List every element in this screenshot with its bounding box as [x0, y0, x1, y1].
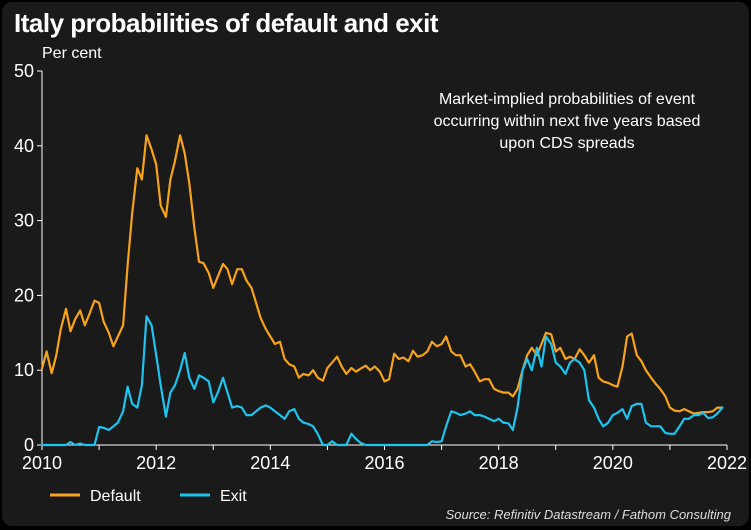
x-tick-label: 2014: [250, 453, 290, 473]
x-tick-label: 2018: [479, 453, 519, 473]
x-tick-label: 2022: [707, 453, 747, 473]
y-tick-label: 10: [14, 360, 34, 380]
annotation-line: upon CDS spreads: [499, 135, 634, 152]
y-tick-label: 50: [14, 61, 34, 81]
y-tick-label: 40: [14, 136, 34, 156]
series-line-exit: [40, 315, 724, 447]
annotation-line: occurring within next five years based: [434, 113, 701, 130]
y-tick-label: 30: [14, 211, 34, 231]
legend-label-exit: Exit: [220, 488, 247, 505]
source-note: Source: Refinitiv Datastream / Fathom Co…: [445, 507, 731, 522]
y-axis-unit: Per cent: [42, 45, 102, 62]
annotation-line: Market-implied probabilities of event: [439, 91, 696, 108]
chart-title: Italy probabilities of default and exit: [14, 8, 439, 38]
x-tick-label: 2010: [22, 453, 62, 473]
x-tick-label: 2016: [364, 453, 404, 473]
series-line-default: [40, 134, 724, 415]
x-tick-label: 2020: [593, 453, 633, 473]
y-tick-label: 20: [14, 285, 34, 305]
x-tick-label: 2012: [136, 453, 176, 473]
legend-label-default: Default: [90, 488, 141, 505]
y-tick-label: 0: [24, 435, 34, 455]
